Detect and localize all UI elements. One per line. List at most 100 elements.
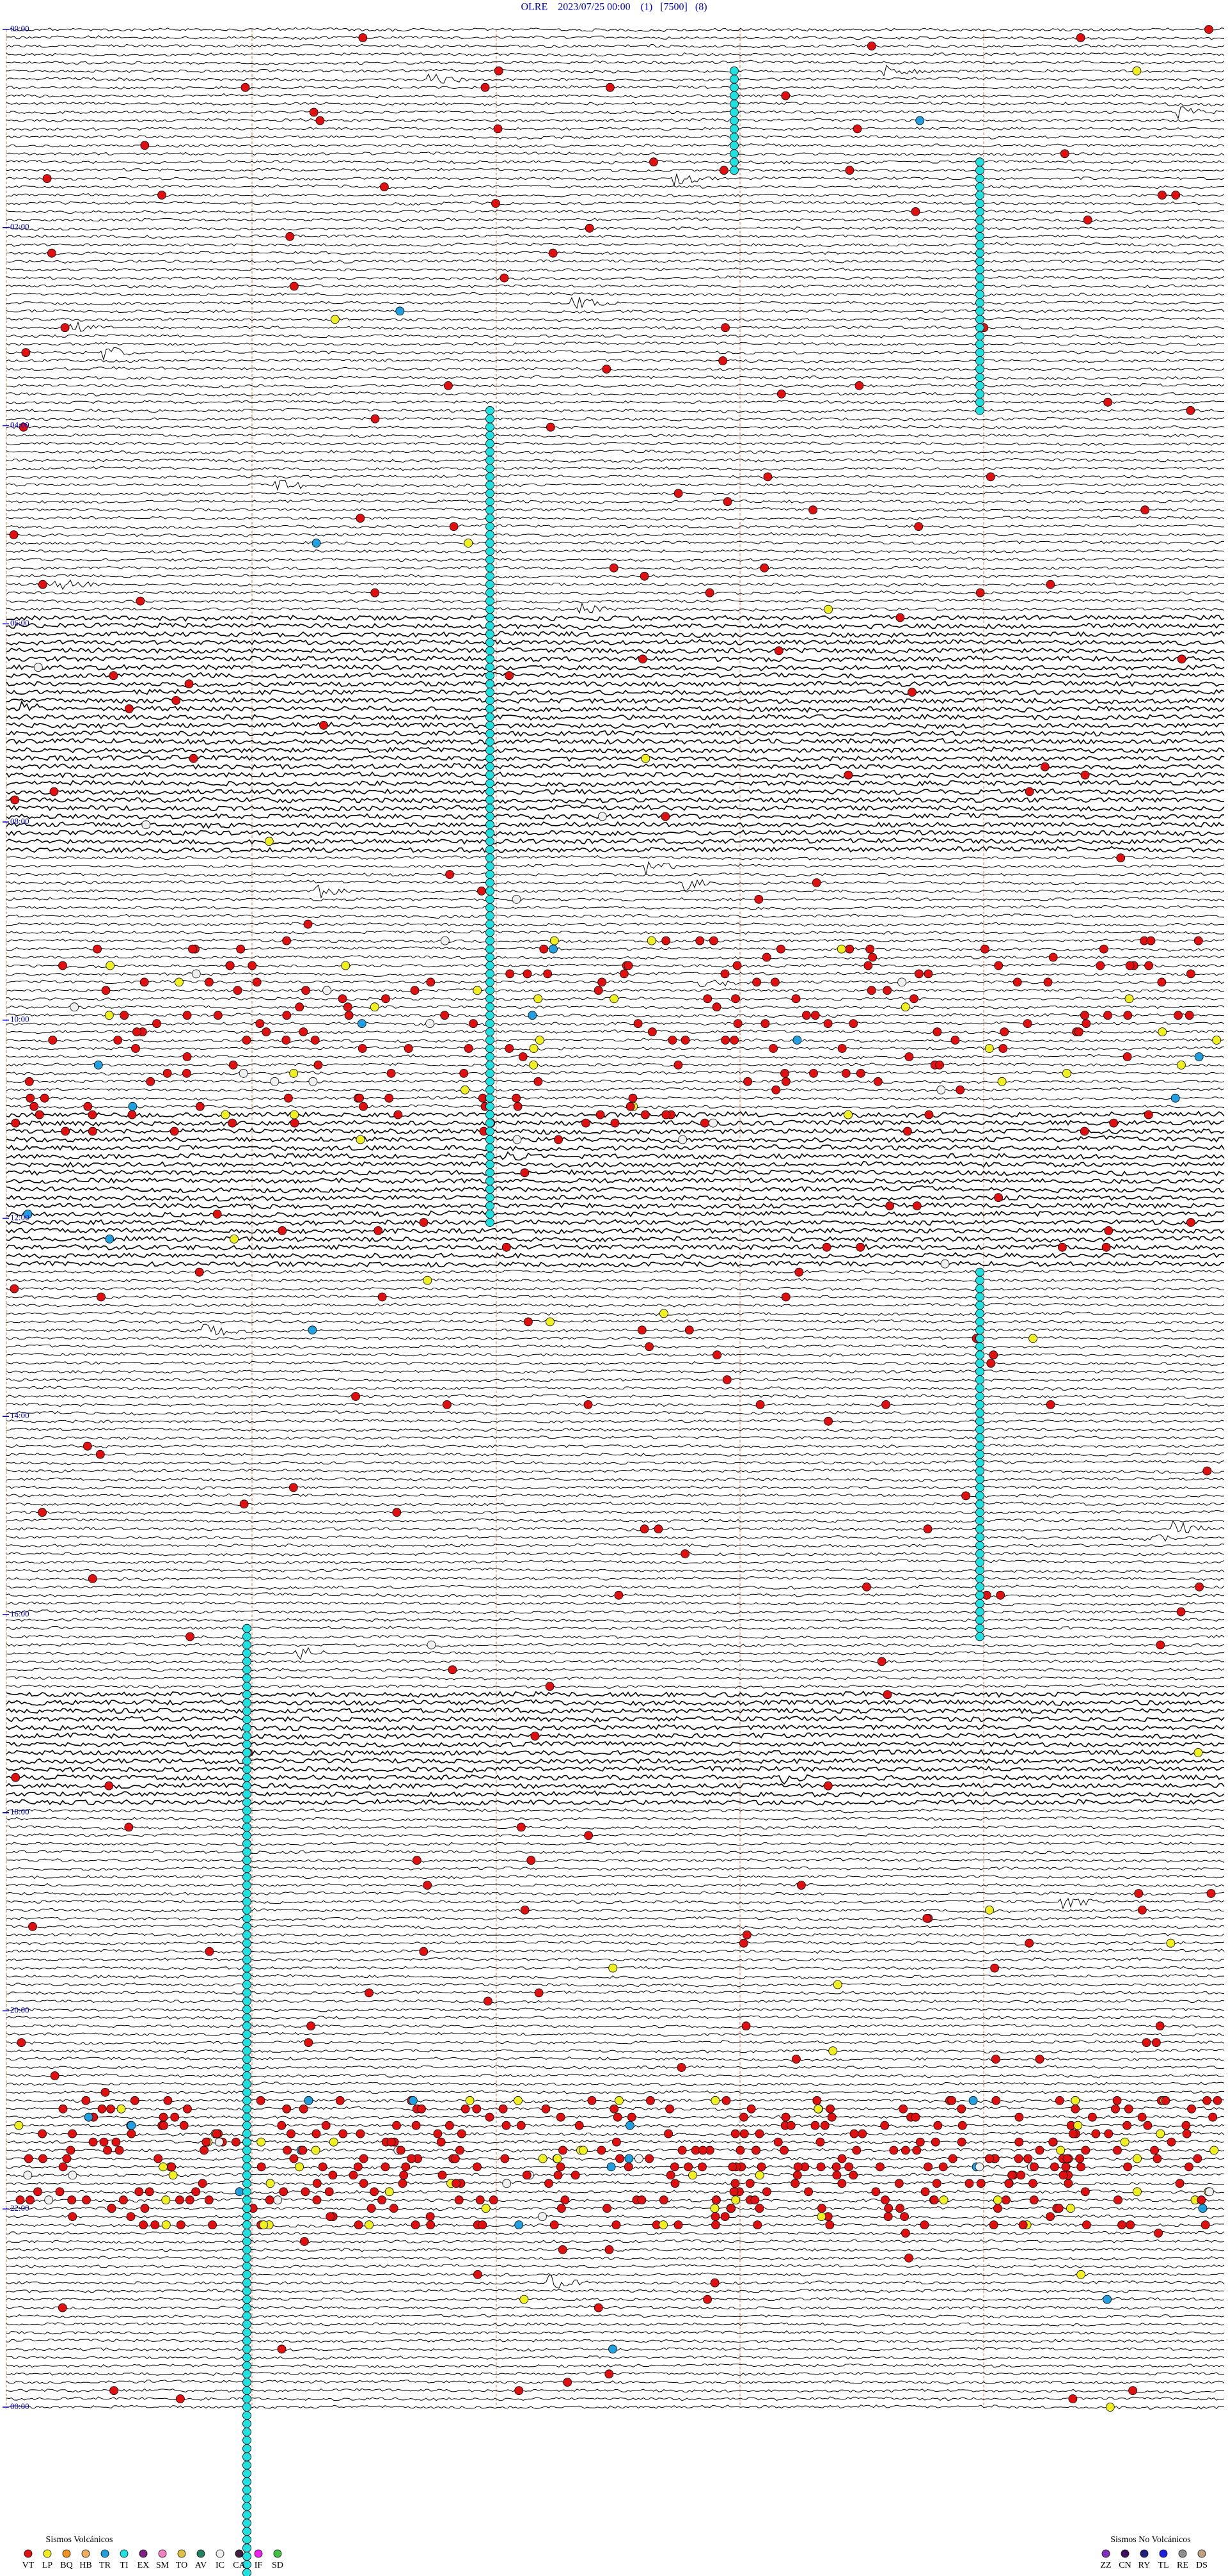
event-marker (242, 2270, 251, 2279)
event-marker (477, 887, 486, 896)
event-marker (242, 2386, 251, 2396)
event-marker (304, 2038, 313, 2048)
event-marker (975, 1367, 984, 1377)
seismic-trace (6, 2048, 1225, 2054)
legend: Sismos Volcánicos Sismos No Volcánicos V… (22, 2535, 1208, 2570)
event-marker (265, 2195, 274, 2205)
event-marker (1035, 2055, 1044, 2064)
event-marker (242, 1806, 251, 1815)
legend-marker (1159, 2549, 1168, 2558)
legend-marker (1121, 2549, 1130, 2558)
event-marker (610, 1118, 620, 1128)
event-marker (68, 2170, 77, 2180)
event-marker (127, 1110, 137, 1119)
event-marker (97, 1292, 106, 1302)
event-marker (233, 986, 242, 995)
event-marker (485, 588, 494, 597)
seismic-trace (6, 638, 1225, 647)
event-marker (975, 348, 984, 357)
event-marker (366, 2204, 376, 2213)
event-marker (975, 1292, 984, 1302)
event-marker (975, 1425, 984, 1434)
seismic-trace (6, 1874, 1225, 1879)
seismic-trace (6, 1444, 1225, 1449)
seismic-trace (6, 1302, 1225, 1308)
seismic-trace (6, 480, 1225, 491)
event-marker (485, 629, 494, 639)
event-marker (711, 2195, 721, 2205)
event-marker (398, 2179, 407, 2188)
event-marker (159, 2112, 168, 2122)
event-marker (739, 2112, 748, 2122)
seismic-trace (6, 763, 1225, 770)
event-marker (673, 489, 683, 498)
seismic-trace (6, 516, 1225, 521)
event-marker (849, 2129, 859, 2138)
seismic-trace (6, 407, 1225, 413)
event-marker (666, 2170, 675, 2180)
event-marker (485, 919, 494, 929)
seismic-trace (6, 173, 1225, 187)
event-marker (485, 961, 494, 970)
event-marker (698, 2162, 707, 2172)
event-marker (235, 2187, 244, 2197)
event-marker (184, 679, 194, 688)
event-marker (308, 1077, 318, 1086)
event-marker (581, 1118, 590, 1128)
event-marker (485, 952, 494, 962)
event-marker (444, 381, 453, 390)
event-marker (975, 1276, 984, 1285)
event-marker (242, 2328, 251, 2337)
event-marker (710, 2204, 720, 2213)
event-marker (1185, 1011, 1194, 1020)
event-marker (50, 2071, 59, 2080)
event-marker (124, 704, 134, 713)
event-marker (975, 157, 984, 167)
event-marker (1071, 2104, 1080, 2114)
event-marker (343, 1002, 352, 1012)
seismic-trace (6, 317, 1225, 322)
seismic-trace (6, 2305, 1225, 2311)
event-marker (1068, 2129, 1078, 2138)
seismic-trace (6, 1798, 1225, 1806)
seismic-trace (6, 308, 1225, 314)
event-marker (38, 2129, 47, 2138)
seismic-trace (6, 2272, 1225, 2277)
event-marker (301, 2187, 310, 2197)
event-marker (833, 1980, 842, 1989)
seismic-trace (6, 1468, 1225, 1474)
seismic-trace (6, 2189, 1225, 2195)
event-marker (1181, 2121, 1191, 2130)
event-marker (1167, 2137, 1176, 2147)
event-marker (328, 2170, 338, 2180)
event-marker (365, 2220, 374, 2230)
event-marker (975, 588, 985, 597)
event-marker (262, 1027, 271, 1036)
seismic-trace (6, 1924, 1225, 1930)
event-marker (191, 969, 201, 979)
seismic-trace (6, 2007, 1225, 2012)
event-marker (1091, 2129, 1101, 2138)
event-marker (1205, 2187, 1214, 2197)
seismic-trace (6, 930, 1225, 935)
event-marker (722, 1375, 732, 1384)
seismic-trace (6, 1369, 1225, 1374)
seismic-trace (6, 1160, 1225, 1169)
event-marker (242, 1673, 251, 1683)
event-marker (242, 2063, 251, 2072)
event-marker (812, 878, 821, 887)
event-marker (1195, 1582, 1204, 1592)
event-marker (956, 1085, 965, 1094)
event-marker (975, 1334, 984, 1343)
event-marker (957, 2137, 966, 2147)
event-marker (83, 1102, 93, 1111)
seismic-trace (6, 1883, 1225, 1888)
seismic-trace (6, 855, 1225, 861)
event-marker (1023, 2154, 1032, 2163)
event-marker (239, 1499, 249, 1509)
event-marker (529, 1061, 539, 1070)
event-marker (670, 2179, 680, 2188)
event-marker (68, 2129, 77, 2138)
event-marker (242, 2129, 251, 2138)
seismic-trace (6, 1410, 1225, 1416)
